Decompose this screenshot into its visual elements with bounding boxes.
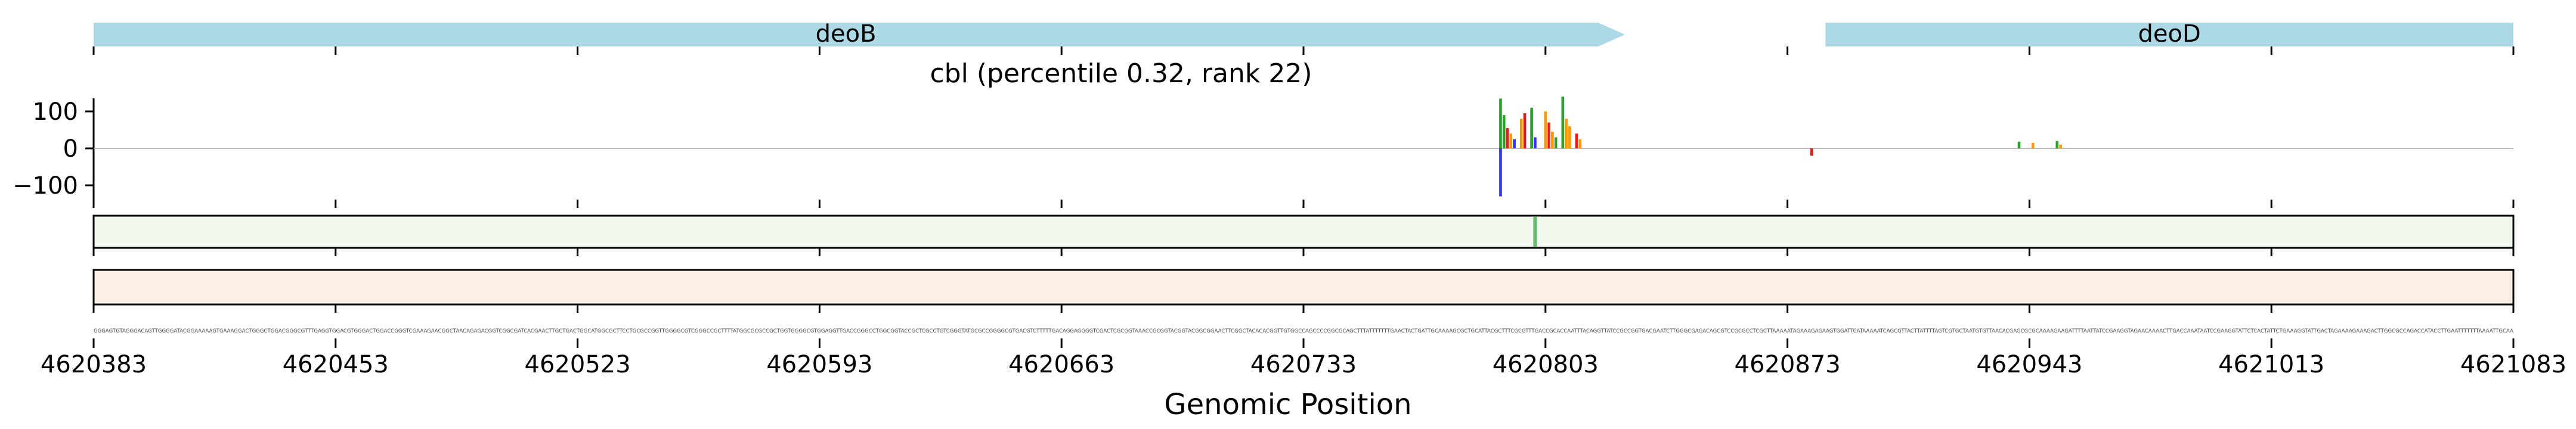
gene-track-ticks xyxy=(92,46,2515,55)
x-axis-tick-label: 4621013 xyxy=(2218,351,2324,378)
attribution-y-axis: 100 0 −100 xyxy=(13,98,95,200)
x-axis-label: Genomic Position xyxy=(1164,388,1411,421)
attribution-bar xyxy=(1551,132,1554,148)
x-axis-tick-label: 4620803 xyxy=(1493,351,1599,378)
x-axis-tick-label: 4620453 xyxy=(283,351,389,378)
attribution-bar xyxy=(1519,119,1523,148)
gene-annotation-track: deoB deoD xyxy=(92,20,2515,55)
signal-track-1-ticks xyxy=(92,248,2515,256)
x-axis-tick-label: 4620873 xyxy=(1735,351,1841,378)
x-axis-tick-label: 4620593 xyxy=(766,351,872,378)
signal-track-1-box xyxy=(92,214,2515,249)
gene-label-deoD: deoD xyxy=(2138,20,2201,48)
attribution-bar xyxy=(2059,144,2062,148)
attribution-y-tick-label: −100 xyxy=(13,172,78,200)
attribution-bar xyxy=(2031,142,2035,148)
attribution-y-tick-label: 0 xyxy=(63,135,78,163)
attribution-bar xyxy=(1509,133,1513,148)
signal-track-2 xyxy=(92,269,2515,313)
attribution-bar xyxy=(1547,122,1550,148)
attribution-bar xyxy=(1523,113,1527,148)
attribution-x-ticks xyxy=(92,200,2515,208)
sequence-track: GGGAGTGTAGGGACAGTTGGGGATACGGAAAAAGTGAAAG… xyxy=(94,328,2514,334)
signal-track-1-marks xyxy=(1533,217,1537,247)
attribution-bar xyxy=(1499,148,1502,197)
attribution-bar xyxy=(2017,141,2021,148)
attribution-bar xyxy=(1544,111,1547,148)
signal-track-2-ticks xyxy=(92,304,2515,313)
attribution-bars xyxy=(1499,97,2062,197)
attribution-bar xyxy=(1513,139,1516,148)
signal-track-1 xyxy=(92,214,2515,256)
attribution-bar xyxy=(2055,141,2059,148)
x-axis-tick-label: 4620943 xyxy=(1976,351,2082,378)
signal-track-2-box xyxy=(92,269,2515,306)
x-axis: 4620383 4620453 4620523 4620593 4620663 46207… xyxy=(41,338,2566,421)
attribution-bar xyxy=(1565,119,1568,148)
x-axis-ticks: 4620383 4620453 4620523 4620593 4620663 46207… xyxy=(41,338,2566,378)
attribution-bar xyxy=(1568,126,1571,148)
gene-arrow-deoD xyxy=(1825,23,2513,46)
gene-label-deoB: deoB xyxy=(816,20,877,48)
signal-track-1-highlight xyxy=(1533,217,1537,247)
sequence-text: GGGAGTGTAGGGACAGTTGGGGATACGGAAAAAGTGAAAG… xyxy=(94,328,2514,334)
attribution-bar xyxy=(1575,133,1578,148)
attribution-bar xyxy=(1502,115,1506,148)
gene-arrows: deoB deoD xyxy=(94,20,2513,48)
attribution-bar xyxy=(1810,148,1813,156)
attribution-y-tick-label: 100 xyxy=(33,98,78,126)
x-axis-tick-label: 4620733 xyxy=(1250,351,1357,378)
x-axis-tick-label: 4620663 xyxy=(1008,351,1114,378)
gene-arrow-deoB xyxy=(94,23,1626,46)
x-axis-tick-label: 4621083 xyxy=(2460,351,2566,378)
attribution-bar xyxy=(1534,137,1537,148)
attribution-bar xyxy=(1578,139,1582,148)
attribution-bar xyxy=(1561,97,1565,148)
attribution-track: 100 0 −100 xyxy=(13,97,2515,208)
chart-title: cbl (percentile 0.32, rank 22) xyxy=(930,58,1312,89)
x-axis-tick-label: 4620523 xyxy=(525,351,631,378)
attribution-bar xyxy=(1506,128,1509,148)
x-axis-tick-label: 4620383 xyxy=(41,351,147,378)
attribution-bar xyxy=(1554,137,1558,148)
attribution-bar xyxy=(1499,98,1502,148)
attribution-bar xyxy=(1530,107,1533,148)
